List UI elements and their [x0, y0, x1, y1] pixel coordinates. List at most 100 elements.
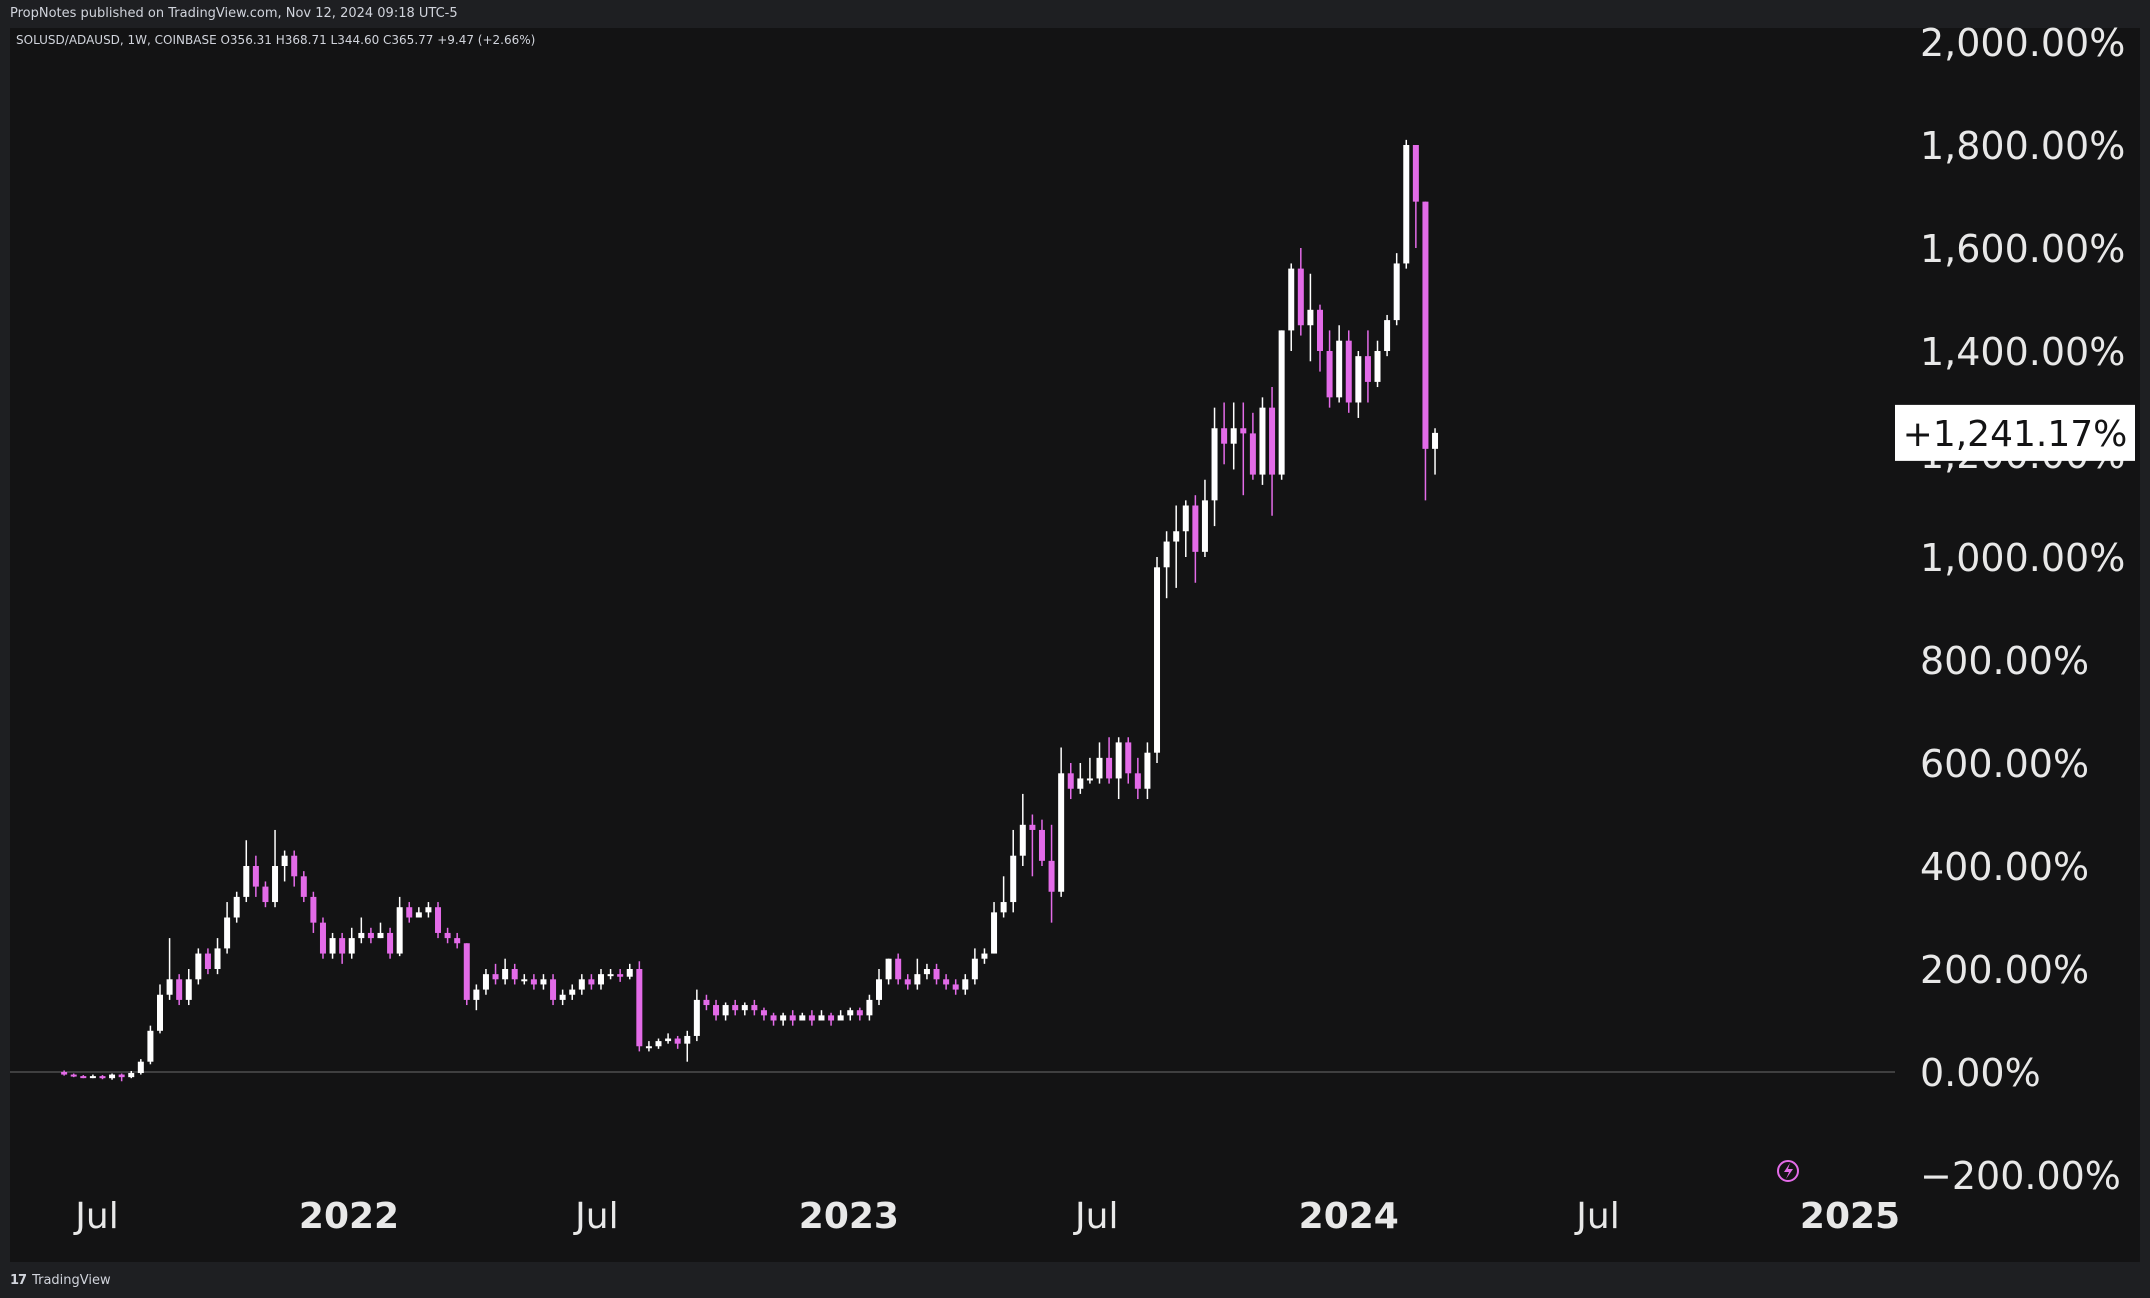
- candle-body: [1086, 778, 1093, 781]
- x-axis-tick-label: Jul: [1073, 1196, 1118, 1237]
- candle-body: [1106, 757, 1113, 779]
- candle-body: [425, 907, 432, 913]
- candle-body: [224, 917, 231, 949]
- y-axis-tick-label: 1,800.00%: [1920, 124, 2125, 168]
- y-axis-tick-label: 200.00%: [1920, 948, 2089, 992]
- candle-body: [665, 1038, 672, 1042]
- candle-body: [319, 922, 326, 954]
- y-axis-tick-label: 1,000.00%: [1920, 536, 2125, 580]
- candle-body: [396, 907, 403, 954]
- candle-body: [204, 953, 211, 969]
- candle-body: [722, 1005, 729, 1016]
- candle-body: [578, 979, 585, 990]
- candle-body: [70, 1074, 77, 1077]
- candle-body: [156, 994, 163, 1031]
- candle-body: [789, 1015, 796, 1021]
- candle-body: [262, 886, 269, 903]
- candle-body: [674, 1038, 681, 1044]
- candle-body: [310, 896, 317, 923]
- candle-body: [1278, 330, 1285, 475]
- chart-area[interactable]: [10, 28, 2140, 1262]
- candle-body: [1163, 541, 1170, 568]
- candle-body: [1115, 742, 1122, 779]
- candle-body: [866, 999, 873, 1016]
- y-axis-tick-label: 0.00%: [1920, 1051, 2041, 1095]
- candle-body: [626, 969, 633, 977]
- candle-body: [214, 948, 221, 969]
- publish-info-text: PropNotes published on TradingView.com, …: [10, 6, 458, 21]
- y-axis-tick-label: 400.00%: [1920, 845, 2089, 889]
- y-axis-tick-label: 1,400.00%: [1920, 330, 2125, 374]
- candle-body: [118, 1074, 125, 1078]
- candle-body: [1374, 351, 1381, 382]
- candle-body: [454, 938, 461, 944]
- candle-body: [166, 979, 173, 995]
- y-axis-tick-label: 1,600.00%: [1920, 227, 2125, 271]
- candle-body: [1326, 351, 1333, 398]
- candle-body: [176, 979, 183, 1000]
- candle-body: [943, 979, 950, 985]
- candle-body: [339, 938, 346, 954]
- lightning-icon[interactable]: [1777, 1160, 1799, 1182]
- candle-body: [300, 876, 307, 897]
- candle-body: [1077, 778, 1084, 789]
- candle-body: [1058, 773, 1065, 892]
- candle-body: [243, 866, 250, 897]
- candle-body: [732, 1005, 739, 1011]
- footer-brand-label: TradingView: [32, 1272, 111, 1288]
- candle-body: [760, 1010, 767, 1016]
- candle-body: [89, 1076, 96, 1079]
- candle-body: [195, 953, 202, 980]
- candle-body: [588, 979, 595, 985]
- candle-body: [856, 1010, 863, 1016]
- candle-body: [837, 1015, 844, 1021]
- candle-body: [981, 953, 988, 959]
- candle-body: [914, 974, 921, 985]
- candle-body: [80, 1076, 87, 1079]
- candle-body: [281, 855, 288, 866]
- candle-body: [1269, 407, 1276, 475]
- candle-body: [1038, 829, 1045, 861]
- candle-body: [358, 932, 365, 939]
- candle-body: [1010, 855, 1017, 903]
- candle-body: [128, 1073, 135, 1078]
- candle-body: [1336, 340, 1343, 398]
- candle-body: [387, 932, 394, 954]
- candle-body: [1201, 500, 1208, 552]
- symbol-ohlc-text: SOLUSD/ADAUSD, 1W, COINBASE O356.31 H368…: [16, 33, 536, 47]
- candle-body: [1288, 268, 1295, 331]
- candle-body: [540, 979, 547, 985]
- candle-body: [597, 974, 604, 985]
- candle-body: [751, 1005, 758, 1011]
- candle-body: [482, 974, 489, 990]
- symbol-legend: SOLUSD/ADAUSD, 1W, COINBASE O356.31 H368…: [16, 33, 535, 47]
- x-axis-tick-label: 2023: [799, 1196, 899, 1237]
- candle-body: [109, 1074, 116, 1079]
- right-edge-band: [2140, 0, 2150, 1298]
- y-axis-tick-label: 600.00%: [1920, 742, 2089, 786]
- candle-body: [1134, 773, 1141, 789]
- candle-body: [185, 979, 192, 1000]
- candle-body: [1412, 145, 1419, 202]
- candle-body: [780, 1015, 787, 1021]
- tradingview-logo-icon: 17: [10, 1272, 27, 1288]
- candle-body: [1048, 860, 1055, 892]
- candle-body: [1297, 268, 1304, 326]
- candle-body: [233, 896, 240, 918]
- candle-body: [348, 938, 355, 954]
- candle-body: [1393, 263, 1400, 321]
- candle-body: [502, 969, 509, 980]
- x-axis-tick-label: Jul: [73, 1196, 118, 1237]
- candle-body: [655, 1041, 662, 1047]
- candle-body: [1221, 428, 1228, 444]
- candle-body: [1067, 773, 1074, 789]
- candle-body: [933, 969, 940, 980]
- candle-body: [645, 1046, 652, 1049]
- candle-body: [904, 979, 911, 985]
- candle-body: [1403, 145, 1410, 264]
- candle-body: [1240, 428, 1247, 434]
- candle-body: [1316, 309, 1323, 351]
- candle-body: [406, 907, 413, 918]
- candle-body: [1249, 433, 1256, 475]
